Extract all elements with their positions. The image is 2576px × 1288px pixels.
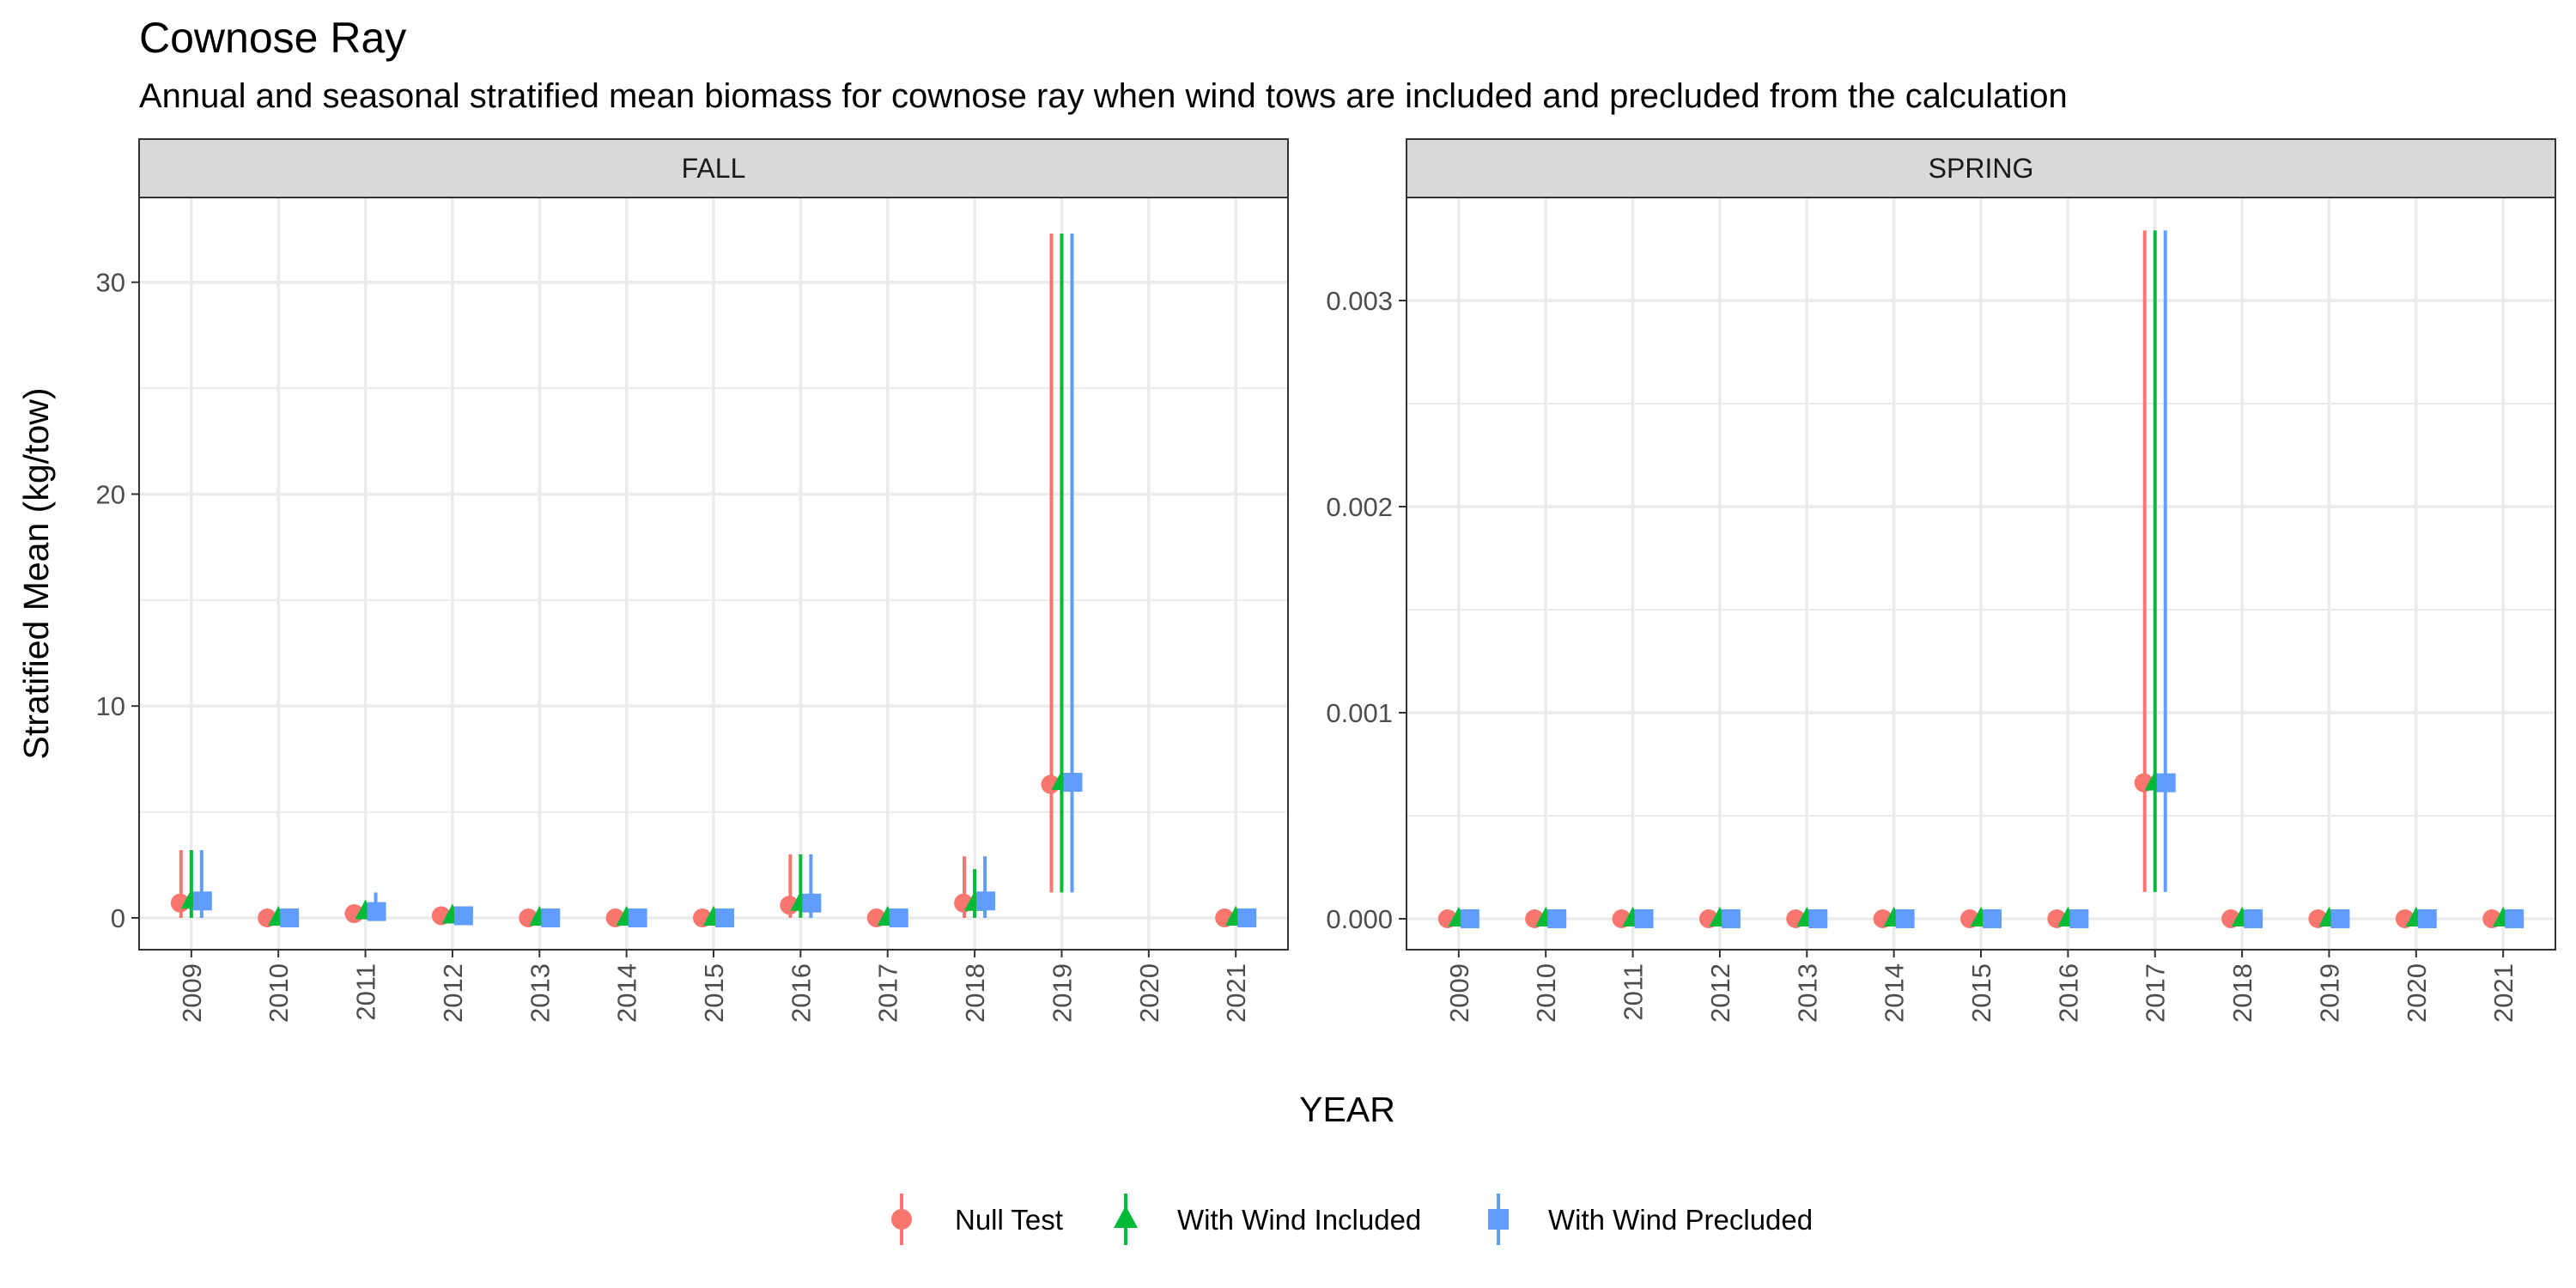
x-tick-label: 2015 [1966, 963, 1996, 1023]
panel-border [138, 197, 1289, 951]
x-tick-label: 2019 [1047, 963, 1077, 1023]
legend-item: Null Test [891, 1194, 1063, 1245]
data-point-square [2417, 909, 2437, 928]
legend-label: With Wind Precluded [1548, 1204, 1813, 1236]
data-point-square [1063, 773, 1083, 793]
y-tick-label: 0 [111, 903, 125, 933]
data-point-square [1237, 908, 1257, 927]
y-tick-label: 30 [96, 268, 125, 298]
legend-label: With Wind Included [1177, 1204, 1421, 1236]
data-point-square [2505, 909, 2524, 928]
data-point-square [280, 908, 300, 927]
x-axis-title: YEAR [1299, 1090, 1395, 1129]
panel-spring: SPRING 0.000 0.001 0.002 0.003 2009 2010 2011 20… [1326, 138, 2556, 1023]
data-point-square [2330, 909, 2350, 928]
x-tick-label: 2017 [2141, 963, 2171, 1023]
data-point-square [541, 908, 561, 927]
chart-subtitle: Annual and seasonal stratified mean biom… [139, 77, 2068, 115]
facet-label: SPRING [1929, 153, 2034, 184]
x-tick-label: 2010 [264, 963, 294, 1023]
y-tick-label: 0.002 [1326, 492, 1393, 522]
panel-border [1406, 197, 2556, 951]
x-tick-label: 2016 [786, 963, 816, 1023]
data-point-square [802, 893, 822, 913]
y-axis-title: Stratified Mean (kg/tow) [16, 388, 56, 760]
markers-with-wind-precluded [192, 773, 1257, 927]
x-tick-label: 2013 [1792, 963, 1822, 1023]
data-point-square [1721, 909, 1741, 928]
x-tick-label: 2014 [1880, 963, 1910, 1023]
data-point-square [628, 908, 647, 927]
data-point-square [1895, 909, 1915, 928]
x-tick-label: 2014 [612, 963, 642, 1023]
data-point-square [192, 891, 212, 911]
data-point-square [367, 902, 386, 921]
legend-item: With Wind Precluded [1488, 1194, 1813, 1245]
legend-key-square [1488, 1209, 1509, 1230]
legend-item: With Wind Included [1114, 1194, 1421, 1245]
data-point-square [1983, 909, 2002, 928]
x-tick-label: 2020 [1134, 963, 1164, 1023]
x-tick-label: 2010 [1531, 963, 1561, 1023]
x-tick-label: 2009 [177, 963, 207, 1023]
y-tick-label: 0.001 [1326, 698, 1393, 728]
chart-title: Cownose Ray [139, 14, 407, 62]
x-tick-label: 2019 [2314, 963, 2344, 1023]
legend-label: Null Test [955, 1204, 1063, 1236]
markers-with-wind-precluded [1460, 773, 2524, 928]
x-tick-label: 2012 [438, 963, 468, 1023]
data-point-square [453, 906, 473, 926]
legend: Null Test With Wind Included With Wind Pre… [891, 1194, 1813, 1245]
x-tick-label: 2009 [1444, 963, 1474, 1023]
y-tick-label: 0.000 [1326, 904, 1393, 934]
data-point-square [2069, 909, 2089, 928]
x-tick-label: 2016 [2053, 963, 2083, 1023]
x-tick-label: 2018 [2227, 963, 2257, 1023]
data-point-square [1547, 909, 1567, 928]
data-point-square [2244, 909, 2263, 928]
data-point-square [889, 908, 908, 927]
data-point-square [2156, 773, 2176, 793]
data-point-square [715, 908, 734, 927]
facet-label: FALL [682, 153, 746, 184]
facet-strip [1406, 138, 2556, 198]
x-tick-label: 2015 [699, 963, 729, 1023]
x-tick-label: 2018 [960, 963, 990, 1023]
x-tick-label: 2011 [351, 963, 381, 1021]
data-point-square [1808, 909, 1828, 928]
x-tick-label: 2013 [525, 963, 555, 1023]
data-point-square [976, 891, 996, 911]
x-tick-label: 2020 [2402, 963, 2432, 1023]
legend-key-triangle [1114, 1206, 1138, 1228]
y-tick-label: 0.003 [1326, 286, 1393, 316]
y-tick-label: 20 [96, 479, 125, 509]
x-tick-label: 2017 [873, 963, 903, 1023]
x-tick-label: 2021 [2488, 963, 2518, 1023]
x-tick-label: 2011 [1619, 963, 1649, 1021]
x-tick-label: 2012 [1705, 963, 1735, 1023]
x-tick-label: 2021 [1221, 963, 1251, 1023]
data-point-square [1460, 909, 1479, 928]
legend-key-circle [891, 1209, 912, 1230]
data-point-square [1634, 909, 1654, 928]
panel-fall: FALL 0 10 20 30 2009 2010 2011 2012 2013 2014 2015 2… [96, 138, 1289, 1023]
y-tick-label: 10 [96, 691, 125, 721]
